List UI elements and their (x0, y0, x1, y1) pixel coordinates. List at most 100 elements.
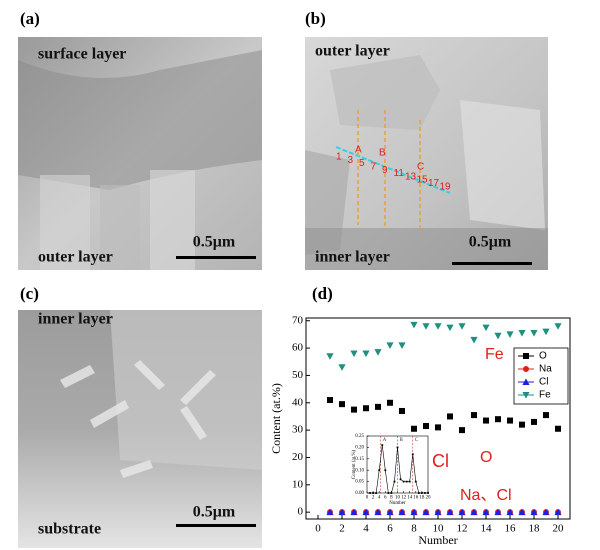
marker (542, 508, 550, 516)
marker (483, 417, 489, 424)
y-tick-label: 60 (292, 342, 304, 354)
scale-label: 0.5μm (469, 234, 512, 251)
marker (495, 416, 501, 423)
marker (410, 508, 418, 516)
x-axis-label: Number (389, 501, 406, 506)
y-tick-label: 70 (292, 314, 304, 326)
panel-label: (a) (20, 9, 40, 28)
marker (405, 480, 408, 483)
marker (402, 480, 405, 483)
line-label: C (417, 162, 424, 173)
marker (435, 424, 441, 431)
marker (387, 399, 393, 406)
guide-label: C (415, 438, 419, 443)
marker (408, 480, 411, 483)
x-tick-label: 2 (372, 496, 375, 501)
marker (326, 353, 334, 360)
legend-label: O (539, 351, 547, 362)
x-tick-label: 0 (366, 496, 369, 501)
marker (362, 508, 370, 516)
marker (375, 492, 378, 494)
marker (530, 508, 538, 516)
layer-label: surface layer (38, 46, 126, 63)
point-number: 3 (348, 155, 354, 166)
marker (506, 331, 514, 339)
x-tick-label: 16 (413, 496, 419, 501)
layer-label: outer layer (315, 43, 390, 60)
scale-label: 0.5μm (193, 234, 236, 251)
legend-marker (522, 378, 530, 385)
x-tick-label: 20 (553, 522, 565, 534)
y-tick-label: 0.15 (355, 457, 364, 462)
y-tick-label: 10 (292, 478, 304, 490)
marker (399, 407, 405, 414)
layer-label: outer layer (38, 249, 113, 266)
y-axis-label: Content (at.%) (352, 449, 357, 479)
marker (482, 324, 490, 332)
x-axis-label: Number (418, 533, 457, 547)
marker (372, 492, 374, 494)
annotation: O (480, 449, 492, 466)
marker (542, 328, 550, 336)
marker (446, 508, 454, 516)
legend-label: Cl (539, 377, 548, 388)
marker (374, 508, 382, 516)
legend-label: Fe (539, 390, 551, 401)
x-tick-label: 4 (363, 522, 369, 534)
point-number: 11 (394, 168, 405, 179)
marker (398, 508, 406, 516)
marker (554, 323, 562, 330)
marker (422, 323, 430, 330)
point-number: 17 (428, 178, 440, 189)
marker (326, 508, 334, 516)
marker (390, 492, 393, 494)
marker (375, 403, 381, 410)
marker (434, 323, 442, 330)
layer-label: substrate (38, 521, 101, 538)
marker (424, 492, 426, 494)
marker (470, 508, 478, 516)
annotation: Cl (432, 451, 449, 471)
marker (423, 423, 429, 430)
marker (543, 412, 549, 419)
marker (470, 336, 478, 344)
x-tick-label: 10 (433, 522, 445, 534)
panel-label: (d) (312, 284, 333, 303)
y-tick-label: 30 (292, 424, 304, 436)
marker (384, 469, 387, 472)
marker (530, 330, 538, 337)
scale-label: 0.5μm (193, 504, 236, 521)
marker (531, 418, 537, 425)
y-tick-label: 0 (298, 506, 304, 518)
marker (494, 508, 502, 516)
y-tick-label: 0.10 (355, 468, 364, 473)
marker (396, 446, 399, 449)
marker (458, 323, 466, 330)
x-tick-label: 14 (407, 496, 413, 501)
x-tick-label: 12 (401, 496, 407, 501)
marker (381, 444, 384, 447)
marker (414, 480, 417, 483)
marker (446, 324, 454, 332)
marker (506, 508, 514, 516)
marker (458, 508, 466, 516)
marker (386, 508, 394, 516)
scale-bar (176, 524, 256, 527)
marker (427, 492, 429, 494)
marker (411, 453, 414, 456)
x-tick-label: 0 (315, 522, 321, 534)
marker (410, 321, 418, 329)
marker (421, 492, 423, 494)
guide-label: A (383, 438, 387, 443)
marker (422, 508, 430, 516)
y-axis-label: Content (at.%) (269, 383, 283, 454)
marker (399, 478, 402, 481)
x-tick-label: 20 (426, 496, 432, 501)
marker (555, 425, 561, 432)
point-number: 5 (359, 158, 365, 169)
micrograph-c (18, 310, 262, 548)
point-number: 19 (440, 181, 452, 192)
x-tick-label: 6 (384, 496, 387, 501)
y-tick-label: 50 (292, 369, 304, 381)
x-tick-label: 4 (378, 496, 381, 501)
